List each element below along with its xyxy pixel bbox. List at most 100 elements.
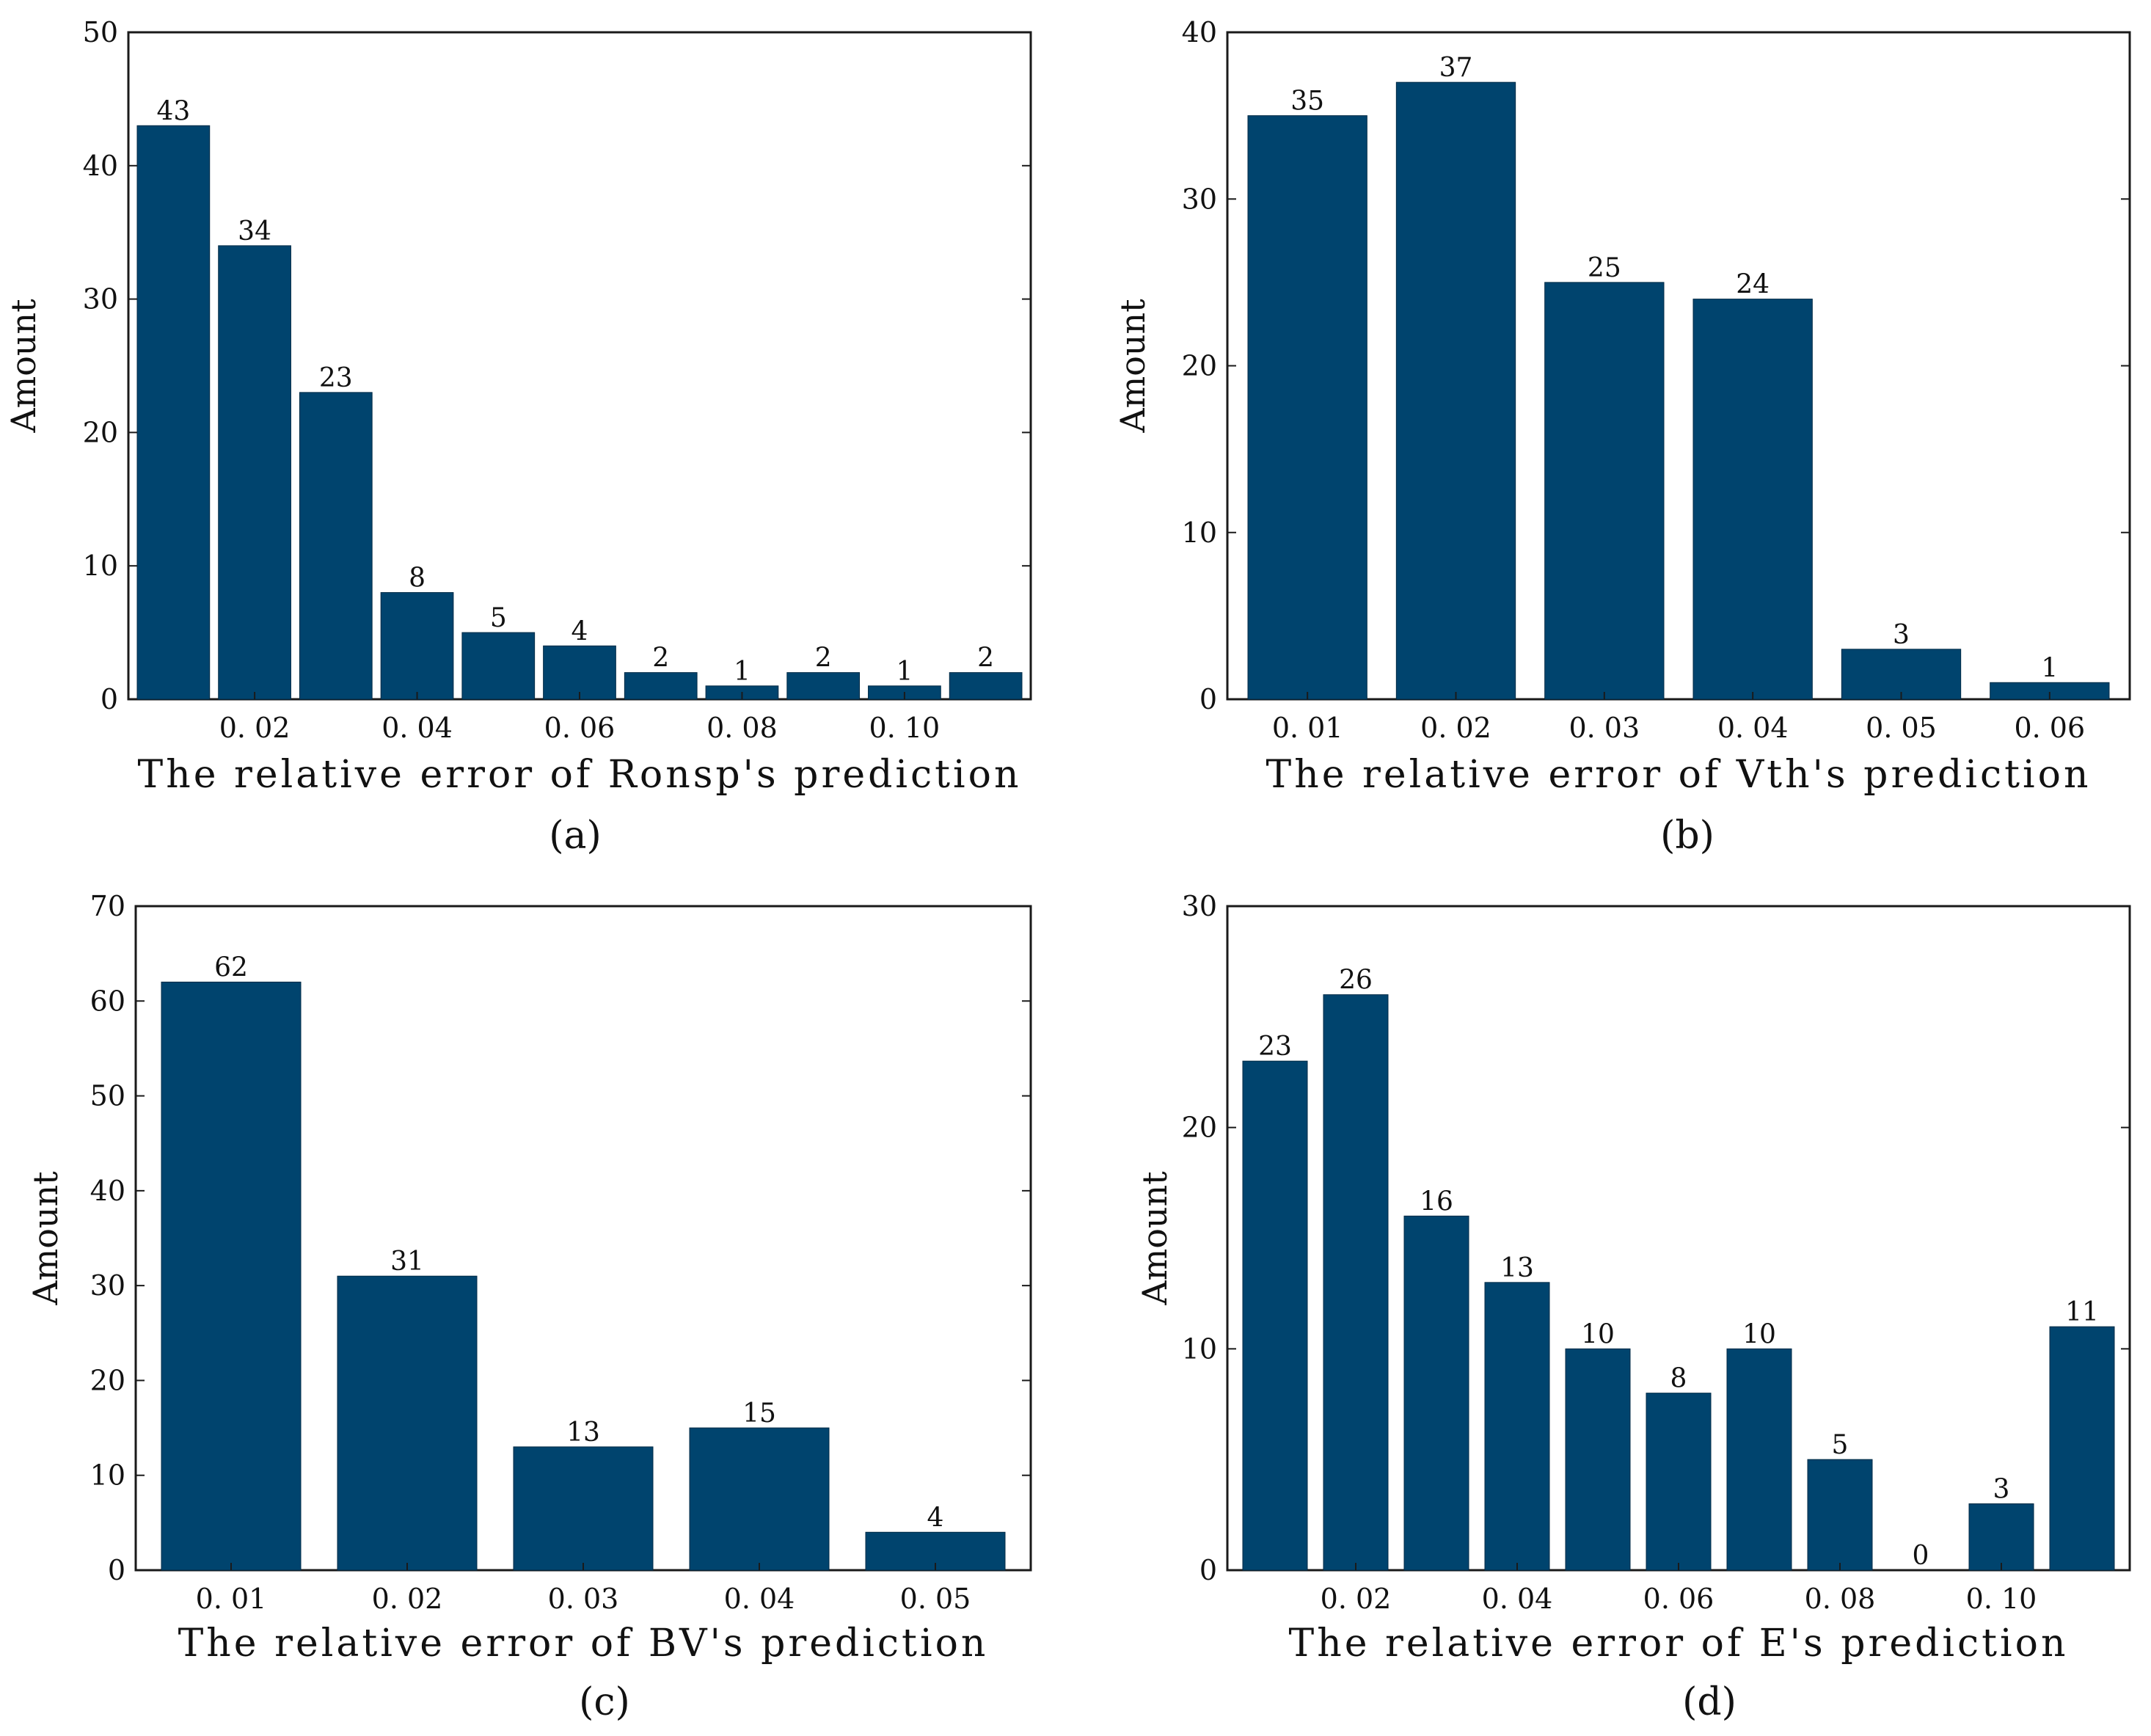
data-label: 1 — [896, 657, 913, 687]
x-tick-label: 0. 02 — [1420, 712, 1491, 744]
x-axis-label: The relative error of Vth's prediction — [1266, 753, 2092, 797]
data-label: 5 — [1832, 1430, 1849, 1460]
x-tick-label: 0. 01 — [1272, 712, 1343, 744]
y-axis-label: Amount — [26, 1171, 65, 1306]
bar — [1841, 649, 1962, 700]
y-axis-label: Amount — [1135, 1171, 1175, 1306]
data-label: 8 — [1670, 1364, 1687, 1394]
x-tick-label: 0. 10 — [1966, 1583, 2037, 1615]
bar — [1544, 282, 1665, 700]
x-tick-label: 0. 02 — [372, 1583, 443, 1615]
data-label: 23 — [1258, 1032, 1292, 1062]
data-label: 35 — [1290, 87, 1324, 117]
y-tick-label: 0 — [1199, 1554, 1217, 1586]
x-tick-label: 0. 04 — [724, 1583, 795, 1615]
y-tick-label: 0 — [108, 1554, 125, 1586]
data-label: 3 — [1993, 1475, 2010, 1505]
y-tick-label: 20 — [90, 1364, 125, 1396]
bar — [1726, 1348, 1792, 1571]
bar — [1323, 994, 1389, 1571]
x-tick-label: 0. 08 — [1805, 1583, 1876, 1615]
y-tick-label: 30 — [90, 1269, 125, 1302]
y-tick-label: 20 — [83, 416, 118, 448]
bar — [161, 981, 302, 1571]
bar — [689, 1427, 830, 1571]
y-tick-label: 0 — [101, 683, 118, 715]
y-tick-label: 10 — [83, 550, 118, 582]
data-label: 5 — [490, 603, 507, 633]
data-label: 26 — [1339, 966, 1373, 996]
y-axis-label: Amount — [1113, 299, 1153, 434]
bar — [1484, 1282, 1550, 1571]
x-tick-label: 0. 05 — [900, 1583, 971, 1615]
data-label: 4 — [571, 616, 588, 646]
bar — [337, 1275, 478, 1571]
data-label: 13 — [566, 1418, 600, 1448]
bar — [1692, 299, 1813, 700]
y-tick-label: 40 — [90, 1175, 125, 1207]
data-label: 4 — [927, 1503, 944, 1533]
y-tick-label: 10 — [90, 1459, 125, 1492]
y-tick-label: 0 — [1199, 683, 1217, 715]
y-tick-label: 60 — [90, 985, 125, 1017]
y-tick-label: 20 — [1182, 1112, 1217, 1144]
bar — [299, 392, 373, 700]
y-tick-label: 70 — [90, 890, 125, 922]
y-tick-label: 50 — [90, 1080, 125, 1112]
bar — [1395, 81, 1516, 700]
x-axis-label: The relative error of Ronsp's prediction — [138, 753, 1022, 797]
bar — [624, 672, 698, 700]
data-label: 13 — [1500, 1253, 1534, 1283]
data-label: 1 — [734, 657, 751, 687]
data-label: 11 — [2065, 1297, 2099, 1327]
data-label: 16 — [1420, 1186, 1453, 1217]
bar — [2049, 1326, 2115, 1571]
data-label: 25 — [1588, 253, 1621, 283]
x-tick-label: 0. 04 — [1482, 1583, 1553, 1615]
y-tick-label: 40 — [83, 150, 118, 182]
bar — [380, 592, 454, 700]
bar — [1968, 1503, 2034, 1571]
bar — [218, 245, 291, 700]
y-tick-label: 10 — [1182, 1332, 1217, 1365]
data-label: 0 — [1913, 1541, 1929, 1571]
data-label: 1 — [2041, 653, 2058, 683]
chart-panel-c: 62 0. 01 31 0. 02 13 0. 03 15 0. 04 4 0. 05 0 10 20 3… — [26, 890, 1032, 1724]
bar — [1565, 1348, 1631, 1571]
data-label: 10 — [1581, 1319, 1615, 1349]
y-tick-label: 40 — [1182, 16, 1217, 48]
y-tick-label: 30 — [1182, 890, 1217, 922]
panel-caption: (d) — [1682, 1680, 1736, 1724]
x-axis-label: The relative error of E's prediction — [1289, 1622, 2069, 1666]
x-tick-label: 0. 10 — [869, 712, 941, 744]
y-tick-label: 30 — [83, 283, 118, 316]
data-label: 8 — [409, 564, 426, 594]
data-label: 23 — [319, 363, 353, 393]
x-axis-label: The relative error of BV's prediction — [178, 1622, 989, 1666]
data-label: 15 — [742, 1398, 776, 1429]
x-tick-label: 0. 06 — [1643, 1583, 1714, 1615]
bar — [136, 125, 211, 700]
data-label: 43 — [156, 96, 190, 126]
data-label: 34 — [238, 216, 271, 247]
x-tick-label: 0. 06 — [544, 712, 616, 744]
data-label: 24 — [1736, 270, 1770, 300]
x-tick-label: 0. 08 — [706, 712, 778, 744]
chart-panel-b: 35 0. 01 37 0. 02 25 0. 03 24 0. 04 3 0. 05 1 0. 06… — [1113, 16, 2131, 858]
x-tick-label: 0. 05 — [1866, 712, 1937, 744]
bar — [1646, 1393, 1712, 1571]
bar — [513, 1446, 654, 1571]
panel-caption: (c) — [579, 1680, 630, 1724]
data-label: 10 — [1742, 1319, 1776, 1349]
x-tick-label: 0. 01 — [196, 1583, 267, 1615]
data-label: 2 — [652, 643, 669, 674]
x-tick-label: 0. 03 — [1568, 712, 1640, 744]
y-tick-label: 30 — [1182, 183, 1217, 215]
bar — [1807, 1459, 1873, 1571]
y-tick-label: 50 — [83, 16, 118, 48]
bar — [949, 672, 1023, 700]
x-tick-label: 0. 02 — [219, 712, 291, 744]
y-tick-label: 20 — [1182, 350, 1217, 382]
